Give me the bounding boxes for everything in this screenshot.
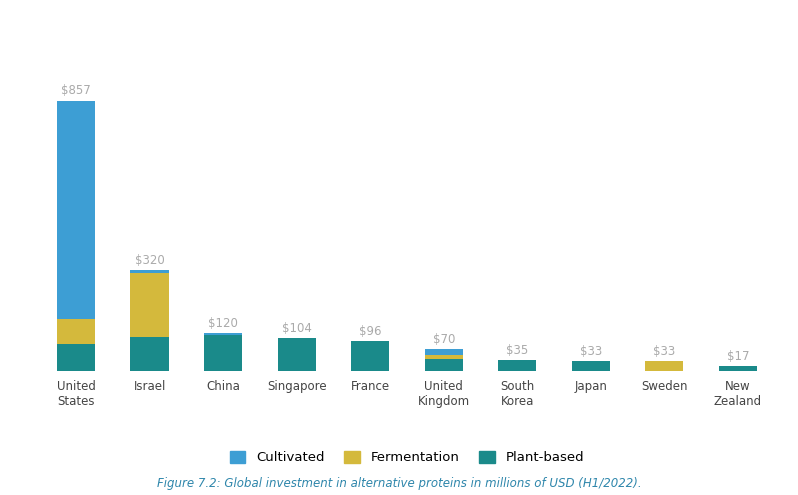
Bar <box>498 360 536 371</box>
Text: $857: $857 <box>61 85 91 98</box>
Bar <box>130 270 168 273</box>
Bar <box>351 341 389 371</box>
Bar <box>57 318 95 344</box>
Bar <box>719 366 757 371</box>
Bar <box>130 337 168 371</box>
Text: $96: $96 <box>359 325 381 338</box>
Bar <box>204 335 243 371</box>
Text: $120: $120 <box>208 317 238 330</box>
Text: $35: $35 <box>506 344 528 357</box>
Text: $104: $104 <box>282 322 311 335</box>
Bar <box>278 339 316 371</box>
Text: $17: $17 <box>727 350 749 363</box>
Text: Figure 7.2: Global investment in alternative proteins in millions of USD (H1/202: Figure 7.2: Global investment in alterna… <box>156 477 642 490</box>
Text: $320: $320 <box>135 254 164 267</box>
Bar <box>425 355 463 358</box>
Bar <box>57 344 95 371</box>
Text: $70: $70 <box>433 333 455 346</box>
Bar <box>425 358 463 371</box>
Text: $33: $33 <box>654 345 675 358</box>
Bar <box>646 361 684 371</box>
Text: $33: $33 <box>579 345 602 358</box>
Legend: Cultivated, Fermentation, Plant-based: Cultivated, Fermentation, Plant-based <box>223 444 591 471</box>
Bar <box>204 333 243 335</box>
Bar <box>425 349 463 355</box>
Bar <box>130 273 168 337</box>
Bar <box>57 100 95 318</box>
Bar <box>571 361 610 371</box>
